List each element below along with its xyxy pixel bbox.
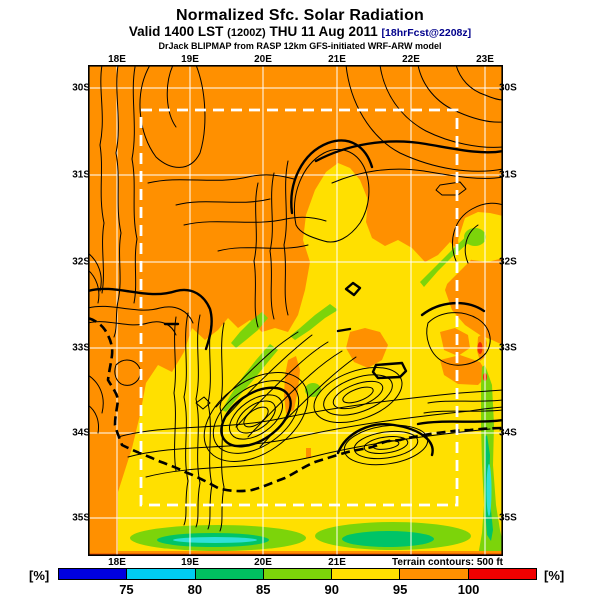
terrain-contours-note: Terrain contours: 500 ft — [392, 557, 503, 568]
colorbar-segment-2 — [195, 569, 264, 579]
orange-streak — [440, 355, 488, 385]
colorbar-tick-95: 95 — [392, 582, 408, 597]
lon-tick-top-22E: 22E — [402, 54, 420, 65]
map-canvas — [88, 65, 503, 556]
lon-tick-top-21E: 21E — [328, 54, 346, 65]
seagreen-core — [342, 531, 434, 547]
green-band-right-edge — [478, 365, 503, 556]
lat-tick-right-34S: 34S — [499, 427, 517, 439]
colorbar-segment-0 — [59, 569, 128, 579]
green-streak-ne — [420, 232, 476, 287]
green-patch — [305, 383, 321, 397]
lon-tick-bottom-18E: 18E — [108, 557, 126, 568]
orange-corner-bl — [88, 478, 118, 556]
terrain-contours — [88, 65, 503, 532]
lon-tick-bottom-19E: 19E — [181, 557, 199, 568]
colorbar-tick-80: 80 — [187, 582, 203, 597]
valid-line: Valid 1400 LST (1200Z) THU 11 Aug 2011 [… — [0, 24, 600, 39]
lat-tick-right-31S: 31S — [499, 169, 517, 181]
orange-streak — [440, 328, 470, 356]
valid-date: THU 11 Aug 2011 — [269, 24, 378, 39]
map-title: Normalized Sfc. Solar Radiation — [175, 7, 425, 24]
colorbar-segment-1 — [127, 569, 196, 579]
colorbar-unit-right: [%] — [544, 568, 565, 583]
colorbar — [58, 568, 537, 580]
lon-tick-bottom-21E: 21E — [328, 557, 346, 568]
lat-tick-right-33S: 33S — [499, 342, 517, 354]
inner-domain-box — [139, 108, 459, 507]
lat-tick-left-35S: 35S — [72, 512, 90, 524]
lon-tick-top-18E: 18E — [108, 54, 126, 65]
colorbar-tick-100: 100 — [457, 582, 480, 597]
lat-tick-left-33S: 33S — [72, 342, 90, 354]
lon-tick-top-23E: 23E — [476, 54, 494, 65]
cyan-sliver — [173, 537, 257, 543]
green-core-right-blob — [464, 228, 486, 246]
lat-tick-right-30S: 30S — [499, 82, 517, 94]
lat-tick-left-32S: 32S — [72, 256, 90, 268]
colorbar-segment-4 — [332, 569, 401, 579]
valid-zulu: (1200Z) — [227, 27, 266, 39]
forecast-tag: [18hrFcst@2208z] — [381, 27, 472, 39]
colorbar-tick-85: 85 — [256, 582, 271, 597]
lon-tick-top-19E: 19E — [181, 54, 199, 65]
colorbar-tick-90: 90 — [324, 582, 339, 597]
orange-streak — [284, 356, 300, 414]
green-patch — [222, 344, 278, 412]
colorbar-tick-75: 75 — [119, 582, 134, 597]
model-attribution: DrJack BLIPMAP from RASP 12km GFS-initia… — [158, 41, 442, 51]
colorbar-unit-left: [%] — [29, 568, 50, 583]
coastline — [88, 316, 503, 493]
green-patch — [290, 304, 338, 340]
radiation-shading — [88, 65, 503, 556]
lat-tick-left-30S: 30S — [72, 82, 90, 94]
lat-tick-left-31S: 31S — [72, 169, 90, 181]
colorbar-segment-6 — [468, 569, 536, 579]
cyan-sliver — [486, 464, 492, 516]
lat-tick-right-32S: 32S — [499, 256, 517, 268]
yellow-band-diagonal — [410, 239, 482, 307]
orange-dot — [306, 448, 311, 458]
lon-tick-top-20E: 20E — [254, 54, 272, 65]
lat-tick-right-35S: 35S — [499, 512, 517, 524]
lon-tick-bottom-20E: 20E — [254, 557, 272, 568]
colorbar-segment-5 — [400, 569, 469, 579]
colorbar-segment-3 — [263, 569, 333, 579]
lat-tick-left-34S: 34S — [72, 427, 90, 439]
valid-time: Valid 1400 LST — [128, 24, 224, 39]
map-border — [88, 65, 503, 556]
green-patch — [231, 312, 268, 348]
yellow-region-main — [118, 163, 503, 556]
